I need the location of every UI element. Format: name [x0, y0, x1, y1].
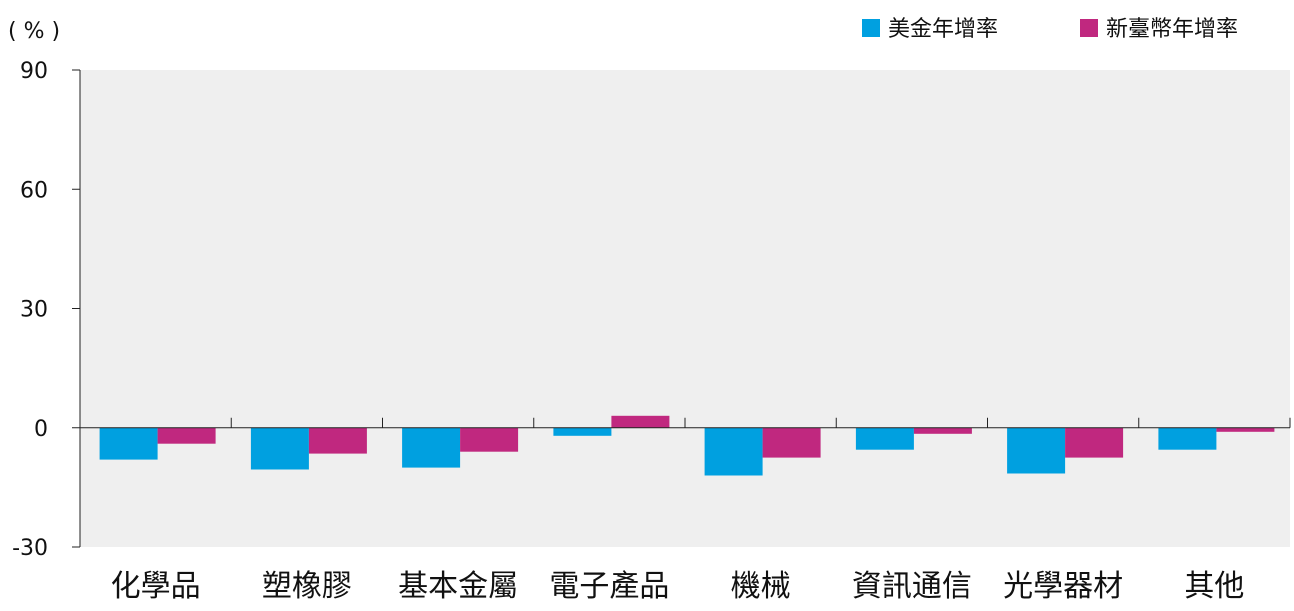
category-label-4: 機械 [731, 569, 791, 604]
y-tick-label-0: 90 [20, 59, 48, 84]
bar-series-1-2 [460, 427, 519, 452]
bar-series-1-7 [1216, 427, 1275, 432]
legend-swatch-0 [862, 19, 880, 37]
bar-series-0-0 [99, 427, 158, 460]
y-tick-label-3: 0 [34, 417, 48, 442]
labels: 90 60 30 0 -30 化學品 塑橡膠 基本金屬 電子產品 機械 資訊通信 光學器材 其他 [12, 59, 1244, 604]
y-axis-unit-label: ( % ) [8, 19, 60, 44]
bar-series-1-5 [913, 427, 972, 434]
category-label-7: 其他 [1184, 569, 1244, 604]
legend-label-1: 新臺幣年增率 [1106, 17, 1238, 42]
bar-series-0-7 [1158, 427, 1217, 450]
y-tick-label-2: 30 [20, 298, 48, 323]
bar-series-0-3 [553, 427, 612, 436]
plot-area [80, 70, 1290, 547]
category-label-6: 光學器材 [1003, 569, 1123, 604]
category-label-3: 電子產品 [549, 569, 669, 604]
bar-series-1-1 [308, 427, 367, 454]
y-tick-label-4: -30 [12, 536, 48, 561]
bar-series-1-6 [1065, 427, 1124, 458]
bar-series-0-6 [1007, 427, 1066, 474]
category-label-0: 化學品 [111, 569, 201, 604]
legend-swatch-1 [1080, 19, 1098, 37]
bar-series-1-4 [762, 427, 821, 458]
y-tick-label-1: 60 [20, 178, 48, 203]
bar-series-0-1 [250, 427, 309, 470]
axes [72, 69, 1291, 548]
category-label-5: 資訊通信 [852, 569, 972, 604]
category-label-1: 塑橡膠 [262, 569, 352, 604]
legend-label-0: 美金年增率 [888, 17, 998, 42]
bar-series-1-0 [157, 427, 216, 444]
category-label-2: 基本金屬 [398, 569, 518, 604]
bar-series-0-2 [402, 427, 461, 468]
bar-series-0-5 [855, 427, 914, 450]
legend: 美金年增率 新臺幣年增率 [862, 17, 1238, 42]
bars [99, 415, 1275, 476]
bar-series-0-4 [704, 427, 763, 476]
bar-series-1-3 [611, 415, 670, 428]
